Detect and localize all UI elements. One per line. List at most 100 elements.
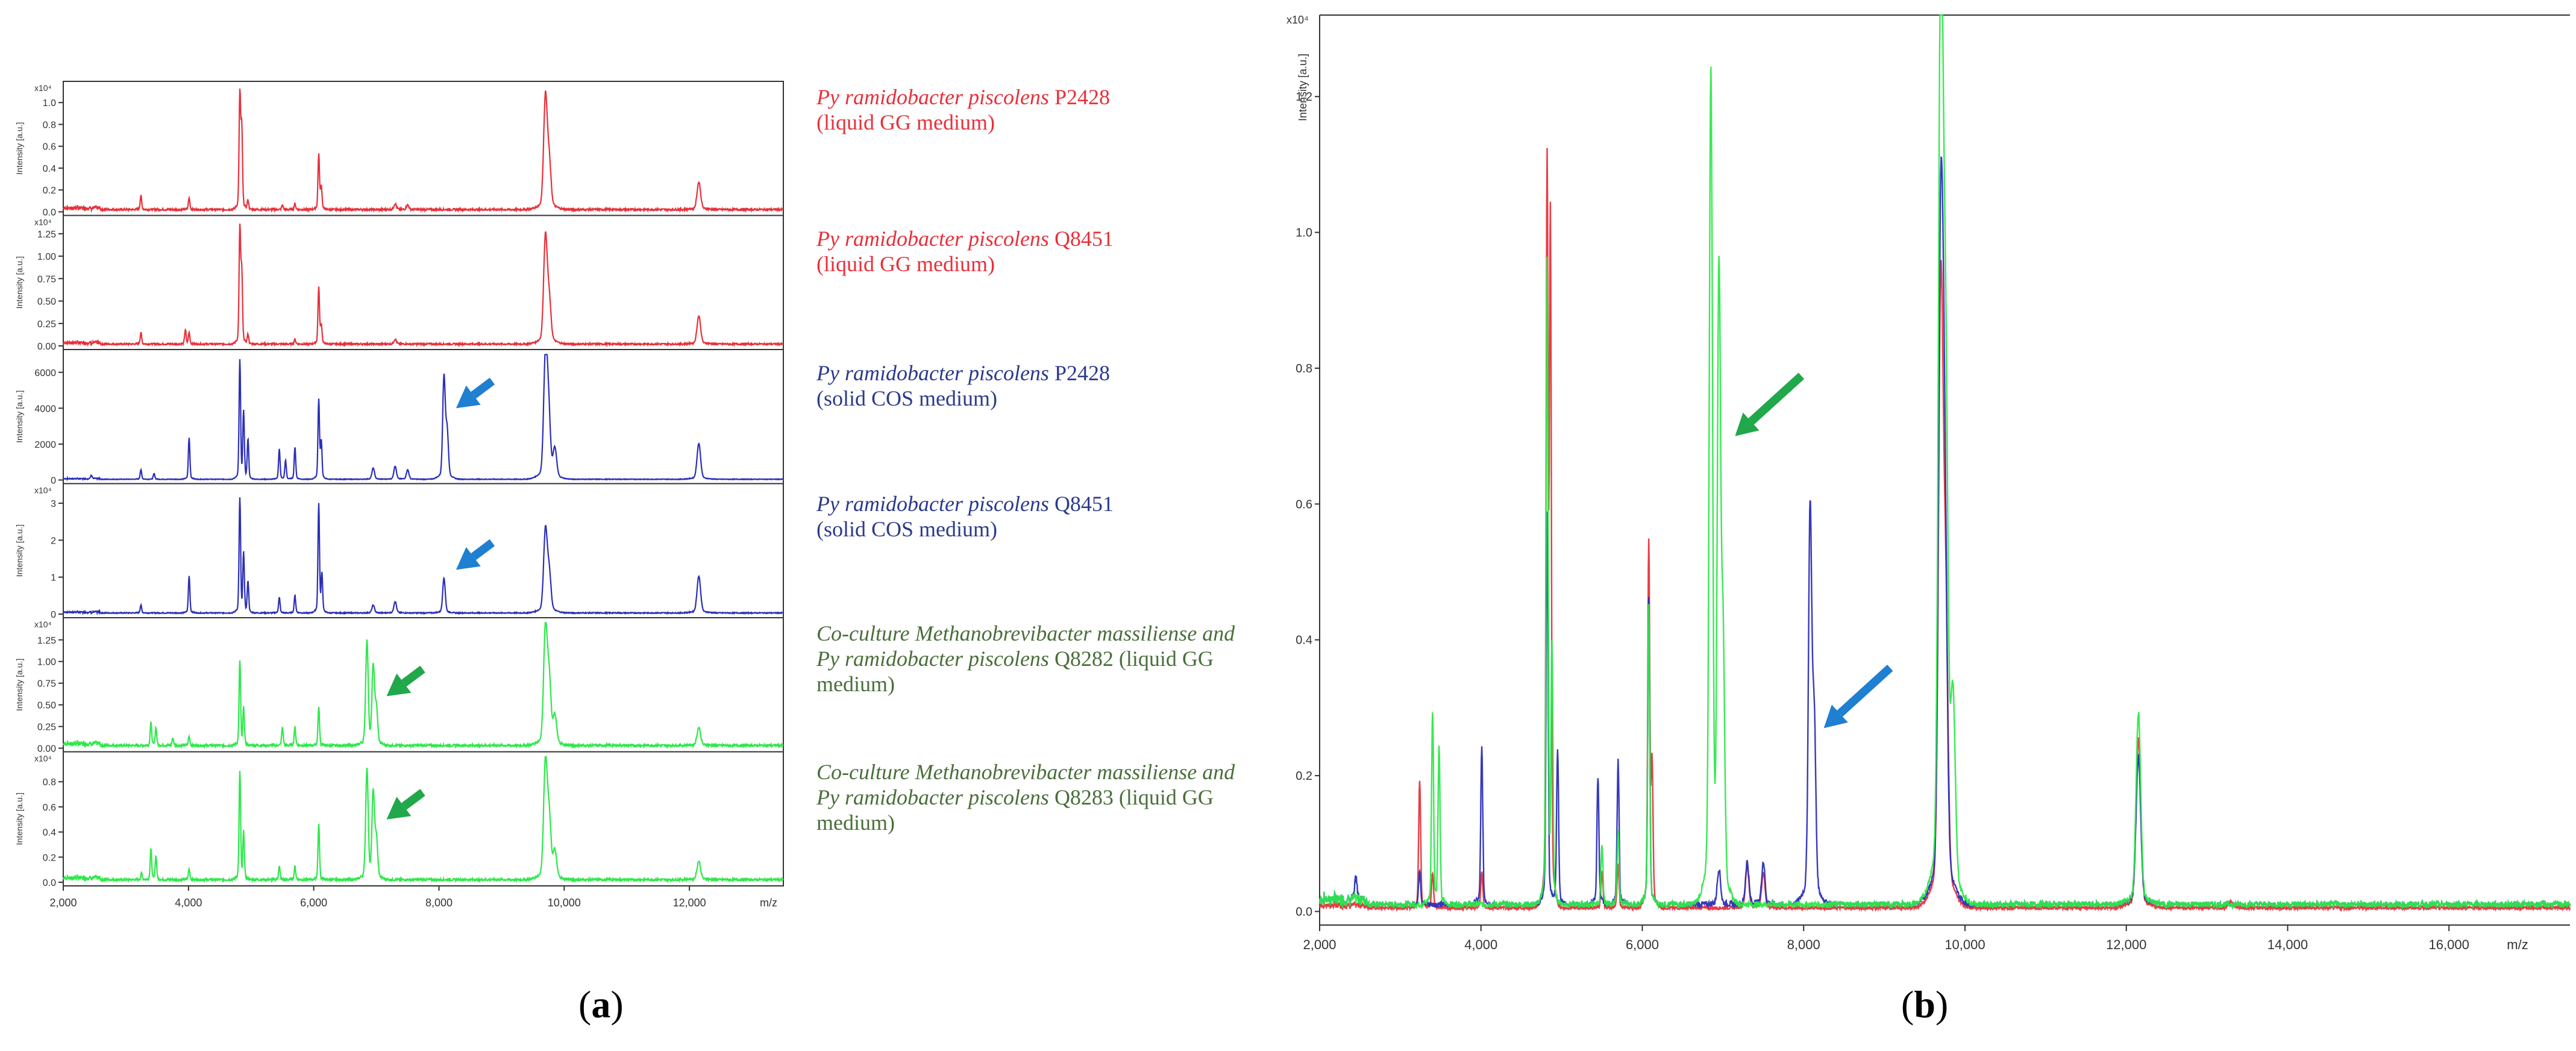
legend-sample-4: Py ramidobacter piscolens Q8451 (solid C… <box>816 491 1299 542</box>
spectrum-line <box>62 88 784 213</box>
y-tick-label: 0.25 <box>37 319 56 330</box>
y-tick-label: 0.8 <box>43 777 56 788</box>
annotation-arrow-head <box>1823 704 1848 729</box>
annotation-arrow-head <box>456 547 481 570</box>
y-tick-label: 1.25 <box>37 230 56 240</box>
annotation-arrow-head <box>386 797 412 820</box>
subplot-frame <box>63 349 784 485</box>
y-tick-label: 1.2 <box>1296 90 1312 104</box>
x-axis-label: m/z <box>2507 937 2528 952</box>
annotation-arrow <box>456 377 495 409</box>
annotation-arrow-head <box>386 673 412 697</box>
y-axis-label: Intensity [a.u.] <box>14 256 24 309</box>
panel-label-a-close: ) <box>610 983 624 1026</box>
legend-medium: (liquid GG medium) <box>816 110 995 134</box>
annotation-arrow-shaft <box>401 789 425 810</box>
y-axis-label: Intensity [a.u.] <box>14 391 24 443</box>
y-tick-label: 0.2 <box>43 853 56 863</box>
legend-coculture: Co-culture Methanobrevibacter massiliens… <box>816 621 1235 645</box>
panel-label-a-letter: a <box>591 983 611 1026</box>
y-tick-label: 0.4 <box>43 828 56 838</box>
legend-species: Py ramidobacter piscolens <box>816 85 1049 109</box>
y-axis-label: Intensity [a.u.] <box>14 659 24 711</box>
legend-medium: medium) <box>816 672 895 696</box>
y-exponent-label: x10⁴ <box>34 620 52 629</box>
x-tick-label: 2,000 <box>1303 937 1336 952</box>
y-tick-label: 0.6 <box>1296 498 1312 511</box>
legend-medium: (liquid GG medium) <box>816 252 995 276</box>
panel-a: 0.0 0.2 0.4 0.6 0.8 1.0 x10⁴ Intensity [a.u.] 0.… <box>14 81 784 909</box>
y-tick-label: 0 <box>51 476 56 486</box>
y-tick-label: 0.8 <box>1296 362 1312 375</box>
legend-species: Py ramidobacter piscolens <box>816 361 1049 385</box>
legend-medium: medium) <box>816 811 895 835</box>
annotation-arrow-head <box>1735 412 1760 436</box>
annotation-arrow-shaft <box>1837 665 1893 717</box>
y-tick-label: 0.6 <box>43 803 56 813</box>
y-tick-label: 0.2 <box>43 186 56 196</box>
y-exponent-label: x10⁴ <box>1286 14 1309 26</box>
annotation-arrow-shaft <box>1748 372 1805 425</box>
spectrum-line-green <box>1318 14 2571 911</box>
legend-species: Py ramidobacter piscolens <box>816 785 1049 809</box>
y-exponent-label: x10⁴ <box>34 754 52 764</box>
y-tick-label: 1.00 <box>37 252 56 262</box>
y-tick-label: 1.0 <box>43 98 56 108</box>
y-exponent-label: x10⁴ <box>34 486 52 495</box>
legend-species: Py ramidobacter piscolens <box>816 647 1049 671</box>
annotation-arrow-head <box>456 385 481 409</box>
x-tick-label: 10,000 <box>1945 937 1985 952</box>
legend-strain: Q8282 (liquid GG <box>1048 647 1214 671</box>
y-tick-label: 0.50 <box>37 297 56 307</box>
y-tick-label: 1.0 <box>1296 227 1312 240</box>
y-tick-label: 0.00 <box>37 744 56 755</box>
panel-label-b: (b) <box>1901 982 1948 1027</box>
y-axis-label: Intensity [a.u.] <box>14 792 24 845</box>
x-tick-label: 4,000 <box>175 897 202 909</box>
x-tick-label: 14,000 <box>2267 937 2308 952</box>
y-axis-label: Intensity [a.u.] <box>14 122 24 175</box>
subplot-2: 0.00 0.25 0.50 0.75 1.00 1.25 x10⁴ Intensity [a… <box>14 215 784 352</box>
y-tick-label: 0.8 <box>43 120 56 130</box>
y-tick-label: 1.25 <box>37 636 56 646</box>
y-tick-label: 4000 <box>34 404 56 414</box>
legend-species: Py ramidobacter piscolens <box>816 227 1049 251</box>
spectrum-line <box>63 354 784 482</box>
legend-coculture: Co-culture Methanobrevibacter massiliens… <box>816 760 1235 784</box>
y-tick-label: 3 <box>51 499 56 509</box>
legend-sample-5: Co-culture Methanobrevibacter massiliens… <box>816 621 1299 697</box>
y-tick-label: 1.00 <box>37 657 56 668</box>
annotation-arrow <box>386 665 425 697</box>
annotation-arrow-shaft <box>471 539 495 560</box>
panel-b: 0.0 0.2 0.4 0.6 0.8 1.0 1.2 x10⁴ Intensity [a.u.… <box>1286 14 2571 952</box>
y-tick-label: 0.0 <box>43 208 56 218</box>
subplot-3: 0 2000 4000 6000 Intensity [a.u.] <box>14 349 784 486</box>
y-tick-label: 2 <box>51 536 56 546</box>
legend-sample-6: Co-culture Methanobrevibacter massiliens… <box>816 759 1299 835</box>
panel-label-a-open: ( <box>578 983 592 1026</box>
spectrum-line-red <box>1318 148 2571 912</box>
subplot-frame <box>63 215 784 350</box>
y-tick-label: 0.75 <box>37 679 56 689</box>
panel-label-b-letter: b <box>1914 983 1935 1026</box>
x-tick-label: 6,000 <box>300 897 327 909</box>
spectrum-line <box>62 756 784 883</box>
legend-medium: (solid COS medium) <box>816 386 998 410</box>
subplot-1: 0.0 0.2 0.4 0.6 0.8 1.0 x10⁴ Intensity [a.u.] <box>14 81 784 218</box>
legend-species: Py ramidobacter piscolens <box>816 492 1049 516</box>
x-tick-label: 4,000 <box>1464 937 1497 952</box>
y-tick-label: 0.0 <box>1296 905 1312 918</box>
legend-sample-2: Py ramidobacter piscolens Q8451 (liquid … <box>816 226 1299 277</box>
x-tick-label: 8,000 <box>425 897 453 909</box>
subplot-frame <box>63 617 784 753</box>
x-tick-label: 16,000 <box>2429 937 2469 952</box>
y-axis-label: Intensity [a.u.] <box>14 524 24 577</box>
y-tick-label: 0.00 <box>37 342 56 352</box>
y-exponent-label: x10⁴ <box>34 83 52 93</box>
subplot-frame <box>63 81 784 216</box>
subplot-4: 0 1 2 3 x10⁴ Intensity [a.u.] <box>14 483 784 620</box>
x-tick-label: 6,000 <box>1626 937 1659 952</box>
y-tick-label: 0.4 <box>1296 634 1312 647</box>
legend-strain: Q8283 (liquid GG <box>1048 785 1214 809</box>
